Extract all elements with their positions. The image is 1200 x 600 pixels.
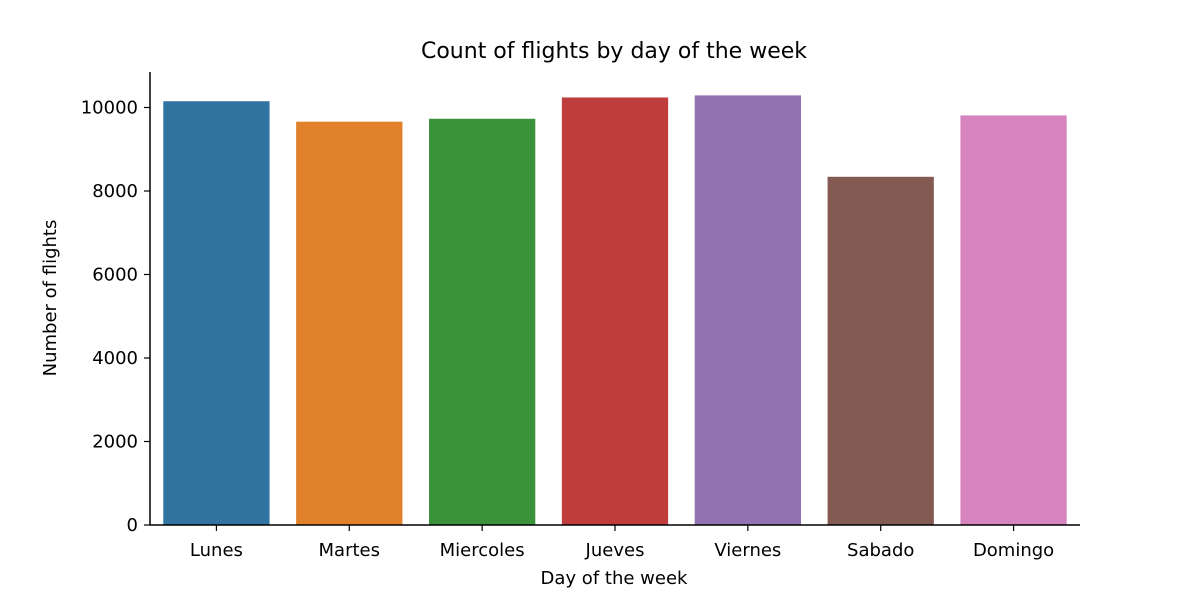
- bars-group: [163, 95, 1067, 526]
- x-tick-label-jueves: Jueves: [585, 540, 645, 561]
- x-tick-label-lunes: Lunes: [190, 540, 243, 561]
- bar-lunes: [163, 101, 270, 526]
- bar-martes: [296, 121, 403, 525]
- x-tick-label-sabado: Sabado: [847, 540, 914, 561]
- bar-viernes: [694, 95, 801, 525]
- x-tick-label-miercoles: Miercoles: [440, 540, 525, 561]
- y-tick-label: 4000: [92, 348, 138, 369]
- y-tick-label: 8000: [92, 181, 138, 202]
- x-axis-label: Day of the week: [541, 568, 688, 589]
- bar-jueves: [561, 97, 669, 525]
- y-tick-label: 10000: [81, 97, 138, 118]
- x-ticks-group: Lunes Martes Miercoles Jueves Viernes Sabado D…: [190, 525, 1054, 561]
- y-axis-label: Number of flights: [40, 220, 61, 377]
- bar-miercoles: [429, 118, 536, 525]
- x-tick-label-martes: Martes: [319, 540, 380, 561]
- x-tick-label-viernes: Viernes: [714, 540, 781, 561]
- bar-domingo: [960, 115, 1067, 525]
- chart-title: Count of flights by day of the week: [421, 39, 807, 64]
- y-tick-label: 2000: [92, 431, 138, 452]
- y-tick-label: 0: [127, 515, 138, 536]
- y-ticks-group: 0 2000 4000 6000 8000 10000: [81, 97, 150, 536]
- x-tick-label-domingo: Domingo: [973, 540, 1054, 561]
- y-tick-label: 6000: [92, 264, 138, 285]
- bar-sabado: [827, 176, 934, 525]
